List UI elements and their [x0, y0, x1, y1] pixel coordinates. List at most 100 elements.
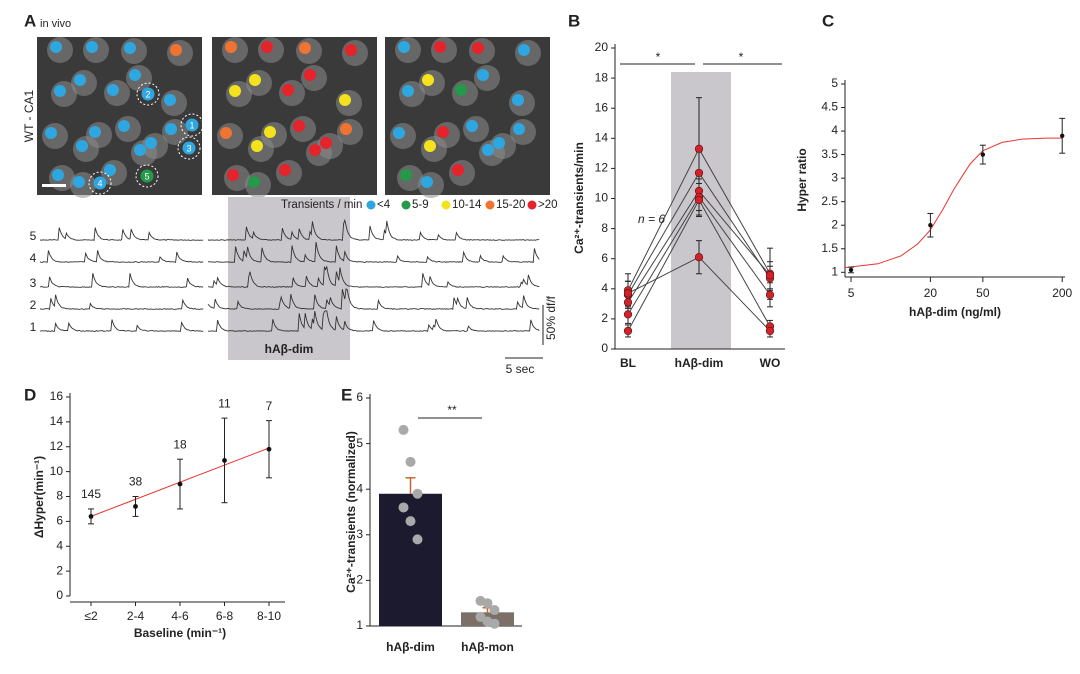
point	[412, 488, 423, 499]
trace-label: 3	[30, 276, 37, 290]
cell-label: 4	[97, 178, 102, 188]
cell-dot	[134, 144, 146, 156]
y-tick-label: 8	[601, 221, 608, 235]
cell-dot	[261, 41, 273, 53]
trace-label: 2	[30, 298, 37, 312]
cell-dot	[320, 137, 332, 149]
cell-dot	[309, 144, 321, 156]
cell-dot	[279, 164, 291, 176]
cell-dot	[455, 84, 467, 96]
cell-dot	[248, 176, 260, 188]
cell-dot	[124, 42, 136, 54]
trace	[39, 250, 204, 263]
cell-dot	[512, 94, 524, 106]
legend-marker	[401, 200, 411, 210]
y-tick-label: 1.5	[821, 241, 838, 255]
cell-dot	[452, 164, 464, 176]
point	[694, 144, 704, 153]
count-label: 38	[129, 475, 143, 489]
point	[694, 195, 704, 205]
cell-dot	[398, 41, 410, 53]
point	[405, 456, 416, 467]
y-tick-label: 10	[50, 464, 64, 478]
x-tick-label: 5	[848, 286, 855, 300]
trace	[39, 227, 204, 242]
y-tick-label: 10	[595, 191, 609, 205]
scale-label: 5 sec	[506, 362, 535, 376]
legend-title: Transients / min	[281, 199, 362, 211]
point	[88, 514, 94, 519]
cell-dot	[393, 127, 405, 139]
cell-dot	[182, 141, 196, 155]
x-tick-label: ≤2	[84, 609, 98, 623]
point	[623, 310, 633, 319]
cell-dot	[437, 126, 449, 138]
panel-letter: A	[24, 11, 36, 30]
point	[694, 168, 704, 178]
legend-marker	[366, 200, 376, 210]
cell-dot	[107, 84, 119, 96]
y-tick-label: 2	[56, 563, 63, 577]
trace	[207, 218, 540, 241]
treatment-label: hAβ-dim	[265, 342, 314, 356]
significance: *	[656, 50, 661, 64]
y-tick-label: 3.5	[821, 147, 838, 161]
point	[482, 598, 493, 609]
cell-dot	[434, 41, 446, 53]
point	[765, 326, 775, 336]
y-tick-label: 1	[831, 264, 838, 278]
x-tick-label: hAβ-dim	[675, 356, 724, 370]
cell-dot	[54, 85, 66, 97]
trace	[39, 273, 204, 288]
microscopy-image	[385, 37, 550, 198]
trace	[207, 241, 540, 264]
cell-label: 3	[186, 143, 191, 153]
point	[1060, 133, 1065, 138]
cell-label: 1	[189, 120, 194, 130]
point	[405, 516, 416, 527]
y-tick-label: 4	[601, 281, 608, 295]
count-label: 11	[218, 396, 231, 410]
y-tick-label: 14	[50, 414, 64, 428]
y-tick-label: 16	[50, 389, 64, 403]
x-tick-label: 4-6	[171, 609, 189, 623]
point	[133, 504, 138, 509]
y-tick-label: 4	[356, 481, 363, 495]
y-tick-label: 20	[595, 40, 609, 54]
cell-dot	[466, 120, 478, 132]
cell-dot	[220, 127, 232, 139]
trace-label: 5	[30, 229, 37, 243]
cell-dot	[52, 169, 64, 181]
cell-dot	[104, 164, 116, 176]
cell-dot	[424, 140, 436, 152]
panel-label: in vivo	[40, 18, 71, 30]
y-tick-label: 2	[356, 573, 363, 587]
y-tick-label: 12	[50, 439, 64, 453]
cell-outline	[177, 136, 201, 160]
scale-bar	[42, 184, 66, 187]
y-tick-label: 3	[831, 170, 838, 184]
point	[694, 253, 704, 262]
cell-dot	[50, 41, 62, 53]
microscopy-image	[37, 37, 202, 198]
cell-dot	[472, 42, 484, 54]
cell-dot	[93, 176, 107, 190]
y-tick-label: 3	[356, 527, 363, 541]
panel-letter: C	[822, 11, 834, 30]
y-tick-label: 0	[56, 588, 63, 602]
y-tick-label: 18	[595, 70, 609, 84]
legend-label: 5-9	[412, 199, 429, 211]
x-axis-title: hAβ-dim (ng/ml)	[909, 305, 1001, 319]
legend-marker	[441, 200, 451, 210]
cell-dot	[86, 41, 98, 53]
cell-dot	[282, 84, 294, 96]
x-tick-label: WO	[760, 356, 781, 370]
cell-dot	[45, 127, 57, 139]
cell-dot	[340, 123, 352, 135]
axis-title: Ca²⁺-transients (normalized)	[344, 431, 358, 593]
y-tick-label: 8	[56, 489, 63, 503]
cell-label: 5	[144, 171, 149, 181]
fit-curve	[844, 137, 1063, 269]
trace-label: 4	[30, 251, 37, 265]
